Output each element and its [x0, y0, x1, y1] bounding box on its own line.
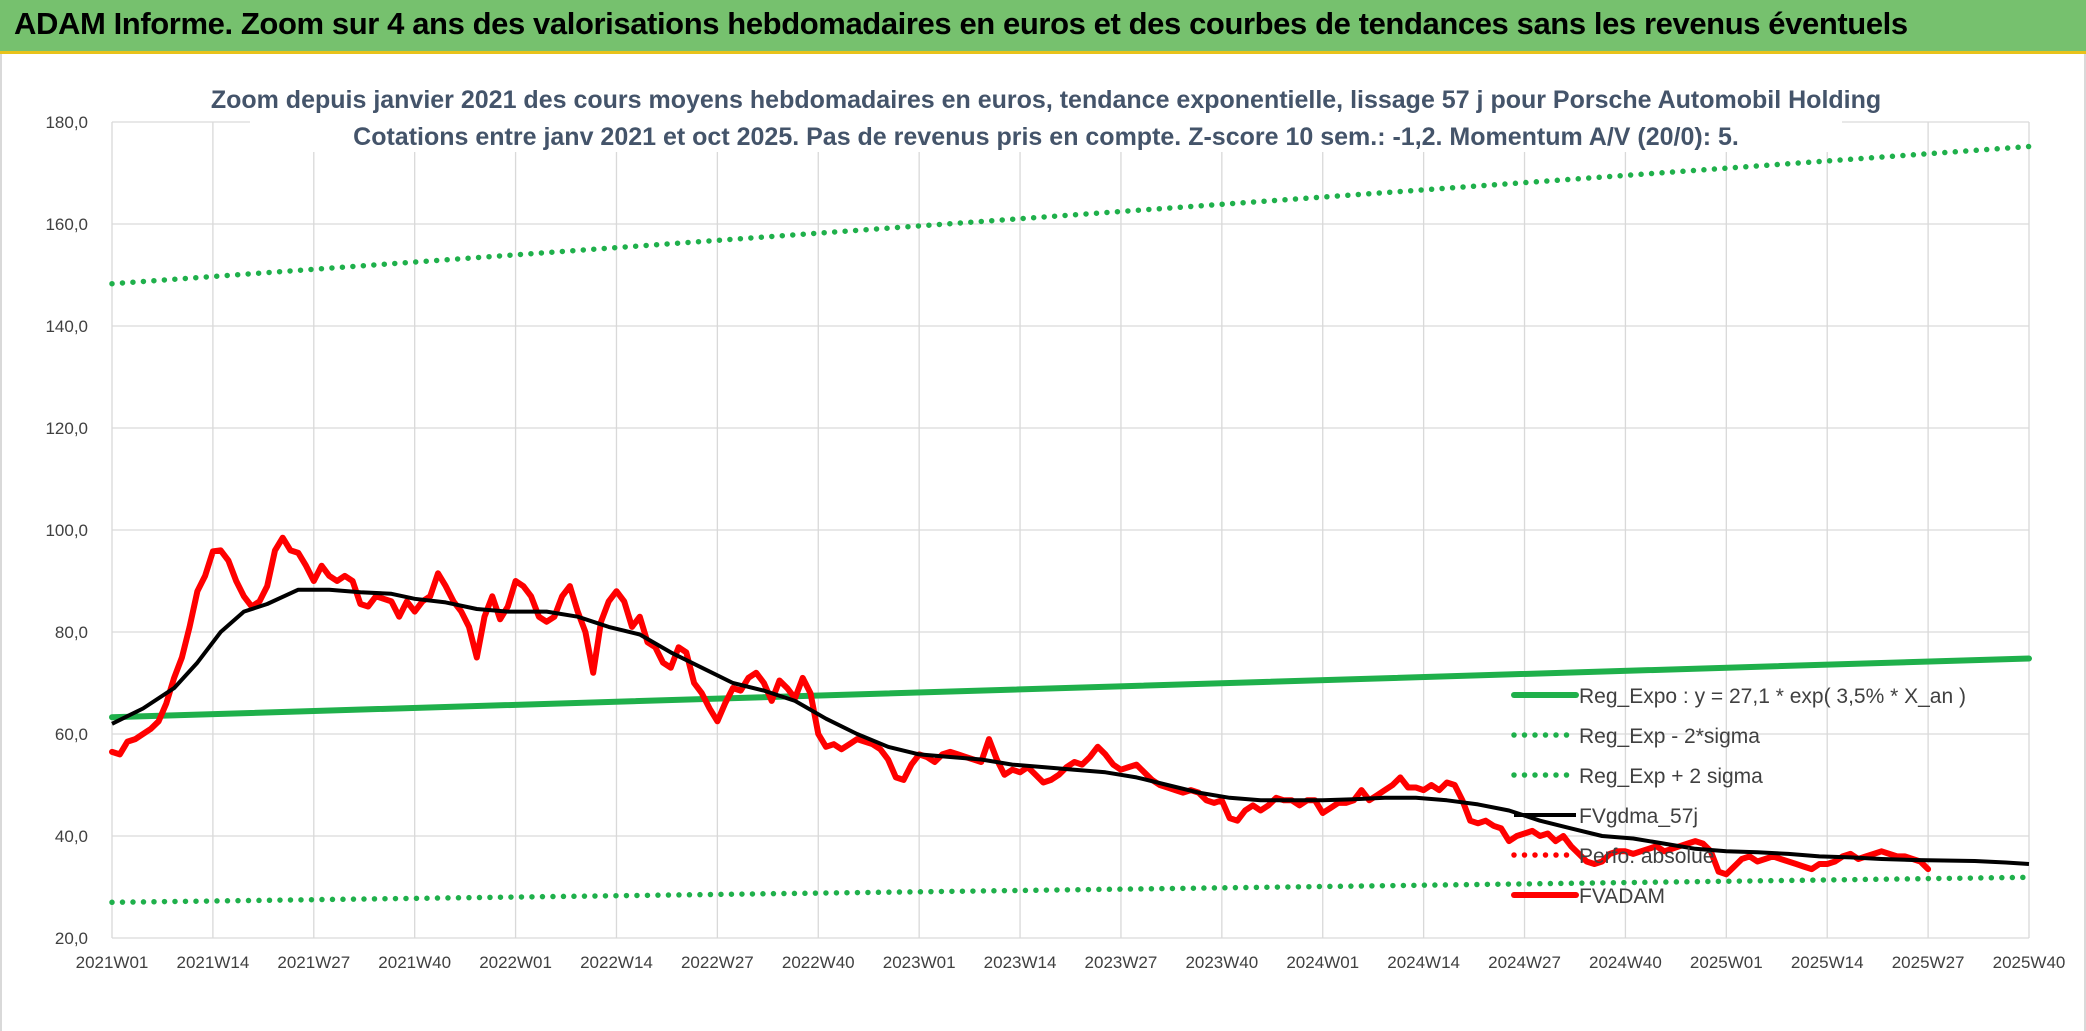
x-tick-label: 2023W01 [883, 953, 956, 972]
series-line-reg-exp [109, 874, 2032, 906]
x-tick-label: 2022W14 [580, 953, 653, 972]
x-tick-label: 2021W27 [277, 953, 350, 972]
x-tick-label: 2022W40 [782, 953, 855, 972]
y-tick-label: 120,0 [45, 419, 88, 438]
y-tick-label: 80,0 [55, 623, 88, 642]
chart-subtitle: Cotations entre janv 2021 et oct 2025. P… [353, 123, 1739, 151]
chart: 20,0 40,0 60,0 80,0 100,0 120,0 140,0 160,0 180,… [45, 72, 2066, 972]
legend: Reg_Expo : y = 27,1 * exp( 3,5% * X_an )… [1511, 685, 1966, 908]
x-tick-label: 2024W40 [1589, 953, 1662, 972]
series-line-fvgdma-57j [111, 587, 2030, 866]
chart-grid [111, 121, 2030, 939]
x-tick-label: 2022W01 [479, 953, 552, 972]
x-tick-label: 2024W27 [1488, 953, 1561, 972]
chart-frame: 20,0 40,0 60,0 80,0 100,0 120,0 140,0 160,0 180,… [0, 54, 2086, 1031]
x-tick-label: 2025W27 [1892, 953, 1965, 972]
x-tick-label: 2024W01 [1286, 953, 1359, 972]
series-line-reg-expo [109, 655, 2032, 721]
x-tick-label: 2025W40 [1993, 953, 2066, 972]
legend-label: Reg_Expo : y = 27,1 * exp( 3,5% * X_an ) [1579, 685, 1966, 708]
legend-label: Reg_Exp + 2 sigma [1579, 765, 1763, 788]
legend-label: Reg_Exp - 2*sigma [1579, 725, 1760, 748]
x-tick-label: 2024W14 [1387, 953, 1460, 972]
x-tick-label: 2023W40 [1185, 953, 1258, 972]
x-axis: 2021W01 2021W14 2021W27 2021W40 2022W01 2022W… [76, 953, 2066, 972]
chart-series [109, 143, 2032, 906]
x-tick-label: 2023W27 [1085, 953, 1158, 972]
y-tick-label: 140,0 [45, 317, 88, 336]
x-tick-label: 2025W14 [1791, 953, 1864, 972]
page-title: ADAM Informe. Zoom sur 4 ans des valoris… [14, 6, 1908, 41]
y-tick-label: 20,0 [55, 929, 88, 948]
y-tick-label: 40,0 [55, 827, 88, 846]
x-tick-label: 2022W27 [681, 953, 754, 972]
legend-label: FVADAM [1579, 885, 1665, 908]
y-tick-label: 160,0 [45, 215, 88, 234]
chart-title: Zoom depuis janvier 2021 des cours moyen… [211, 86, 1881, 114]
series-line-fvadam [109, 534, 1932, 878]
x-tick-label: 2025W01 [1690, 953, 1763, 972]
y-axis: 20,0 40,0 60,0 80,0 100,0 120,0 140,0 160,0 180,… [45, 113, 88, 948]
title-banner: ADAM Informe. Zoom sur 4 ans des valoris… [0, 0, 2086, 54]
x-tick-label: 2023W14 [984, 953, 1057, 972]
legend-label: FVgdma_57j [1579, 805, 1698, 828]
title-background [250, 72, 1842, 152]
legend-label: Perfo. absolue [1579, 845, 1714, 868]
x-tick-label: 2021W40 [378, 953, 451, 972]
y-tick-label: 60,0 [55, 725, 88, 744]
y-tick-label: 180,0 [45, 113, 88, 132]
x-tick-label: 2021W01 [76, 953, 149, 972]
y-tick-label: 100,0 [45, 521, 88, 540]
chart-titles: Zoom depuis janvier 2021 des cours moyen… [211, 72, 1881, 152]
series-line-reg-exp [109, 143, 2032, 287]
x-tick-label: 2021W14 [177, 953, 250, 972]
